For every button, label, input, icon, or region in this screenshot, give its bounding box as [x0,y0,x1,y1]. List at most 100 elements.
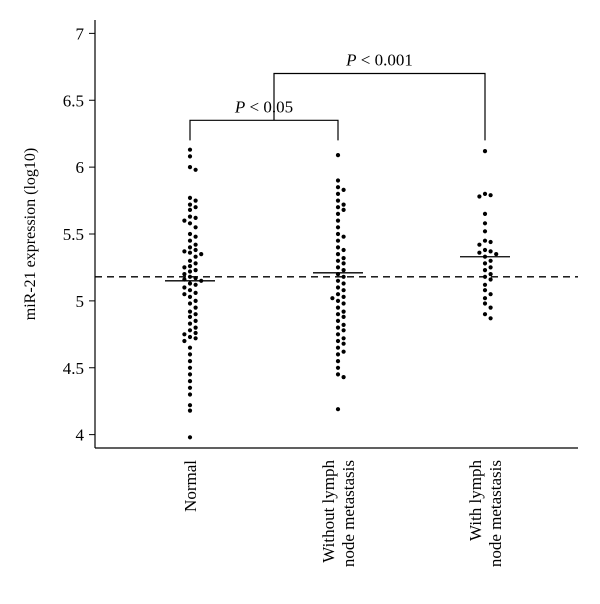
data-point [488,265,493,270]
data-point [182,292,187,297]
data-point [488,193,493,198]
data-point [341,281,346,286]
data-point [187,214,193,219]
data-point [477,194,482,199]
data-point [482,296,488,301]
data-point [187,379,193,384]
data-point [488,277,493,282]
data-point [187,321,193,326]
data-point [482,301,488,306]
data-point [187,165,193,170]
data-point [193,247,198,253]
significance-label: P < 0.001 [345,51,413,70]
data-point [335,345,341,350]
data-point [335,318,341,323]
data-point [193,234,198,239]
data-point [341,349,346,354]
data-point [187,207,193,212]
data-point [335,258,341,263]
data-point [341,256,346,261]
data-point [193,318,198,323]
data-point [335,191,341,196]
data-point [187,288,193,293]
data-point [193,268,198,273]
data-point [482,282,488,287]
significance-label: P < 0.05 [234,97,293,116]
data-point [488,258,493,263]
data-point [182,265,187,270]
data-point [193,325,198,330]
data-point [182,249,187,254]
p-threshold: < 0.001 [357,51,413,70]
data-point [187,435,193,440]
data-point [187,359,193,364]
y-tick-label: 5.5 [63,225,84,244]
y-tick-label: 4 [76,426,85,445]
data-point [335,238,341,243]
y-tick-label: 7 [76,24,85,43]
data-point [335,332,341,337]
data-points [182,147,499,440]
data-point [335,325,341,330]
y-tick-label: 4.5 [63,359,84,378]
data-point [187,408,193,413]
significance-brackets: P < 0.05P < 0.001 [189,51,486,141]
data-point [341,294,346,299]
category-label: node metastasis [486,460,505,567]
data-point [193,242,198,247]
data-point [341,322,346,327]
data-point [341,336,346,341]
data-point [335,338,341,344]
data-point [193,167,198,172]
data-point [187,202,193,207]
data-point [187,301,193,306]
data-point [482,229,488,234]
data-point [477,250,482,255]
data-point [193,305,198,310]
data-point [341,187,346,192]
data-point [482,238,488,243]
data-point [187,147,193,152]
data-point [187,294,193,299]
data-point [193,276,198,281]
data-point [335,218,341,223]
data-point [341,274,346,279]
data-point [187,269,193,274]
data-point [482,247,488,253]
data-point [335,407,341,412]
data-point [488,272,493,277]
data-point [193,261,198,266]
y-tick-label: 5 [76,292,85,311]
data-point [187,231,193,237]
data-point [335,365,341,370]
data-point [193,254,198,259]
data-point [335,178,341,183]
data-point [341,328,346,333]
data-point [187,345,193,350]
category-label: Normal [181,460,200,512]
data-point [187,195,193,200]
data-point [335,359,341,364]
data-point [335,231,341,237]
data-point [335,185,341,190]
data-point [341,207,346,212]
data-point [335,278,341,283]
p-symbol: P [234,97,245,116]
y-tick-label: 6 [76,158,85,177]
significance-bracket [273,72,486,141]
data-point [335,372,341,377]
data-point [482,191,488,196]
data-point [482,149,488,154]
data-point [187,221,193,226]
data-point [330,296,335,301]
data-point [193,205,198,210]
significance-bracket [189,119,339,141]
data-point [341,301,346,306]
data-point [335,298,341,303]
data-point [335,312,341,317]
data-point [335,205,341,210]
median-lines [165,256,510,282]
data-point [187,264,193,269]
data-point [182,218,187,223]
y-tick-label: 6.5 [63,91,84,110]
